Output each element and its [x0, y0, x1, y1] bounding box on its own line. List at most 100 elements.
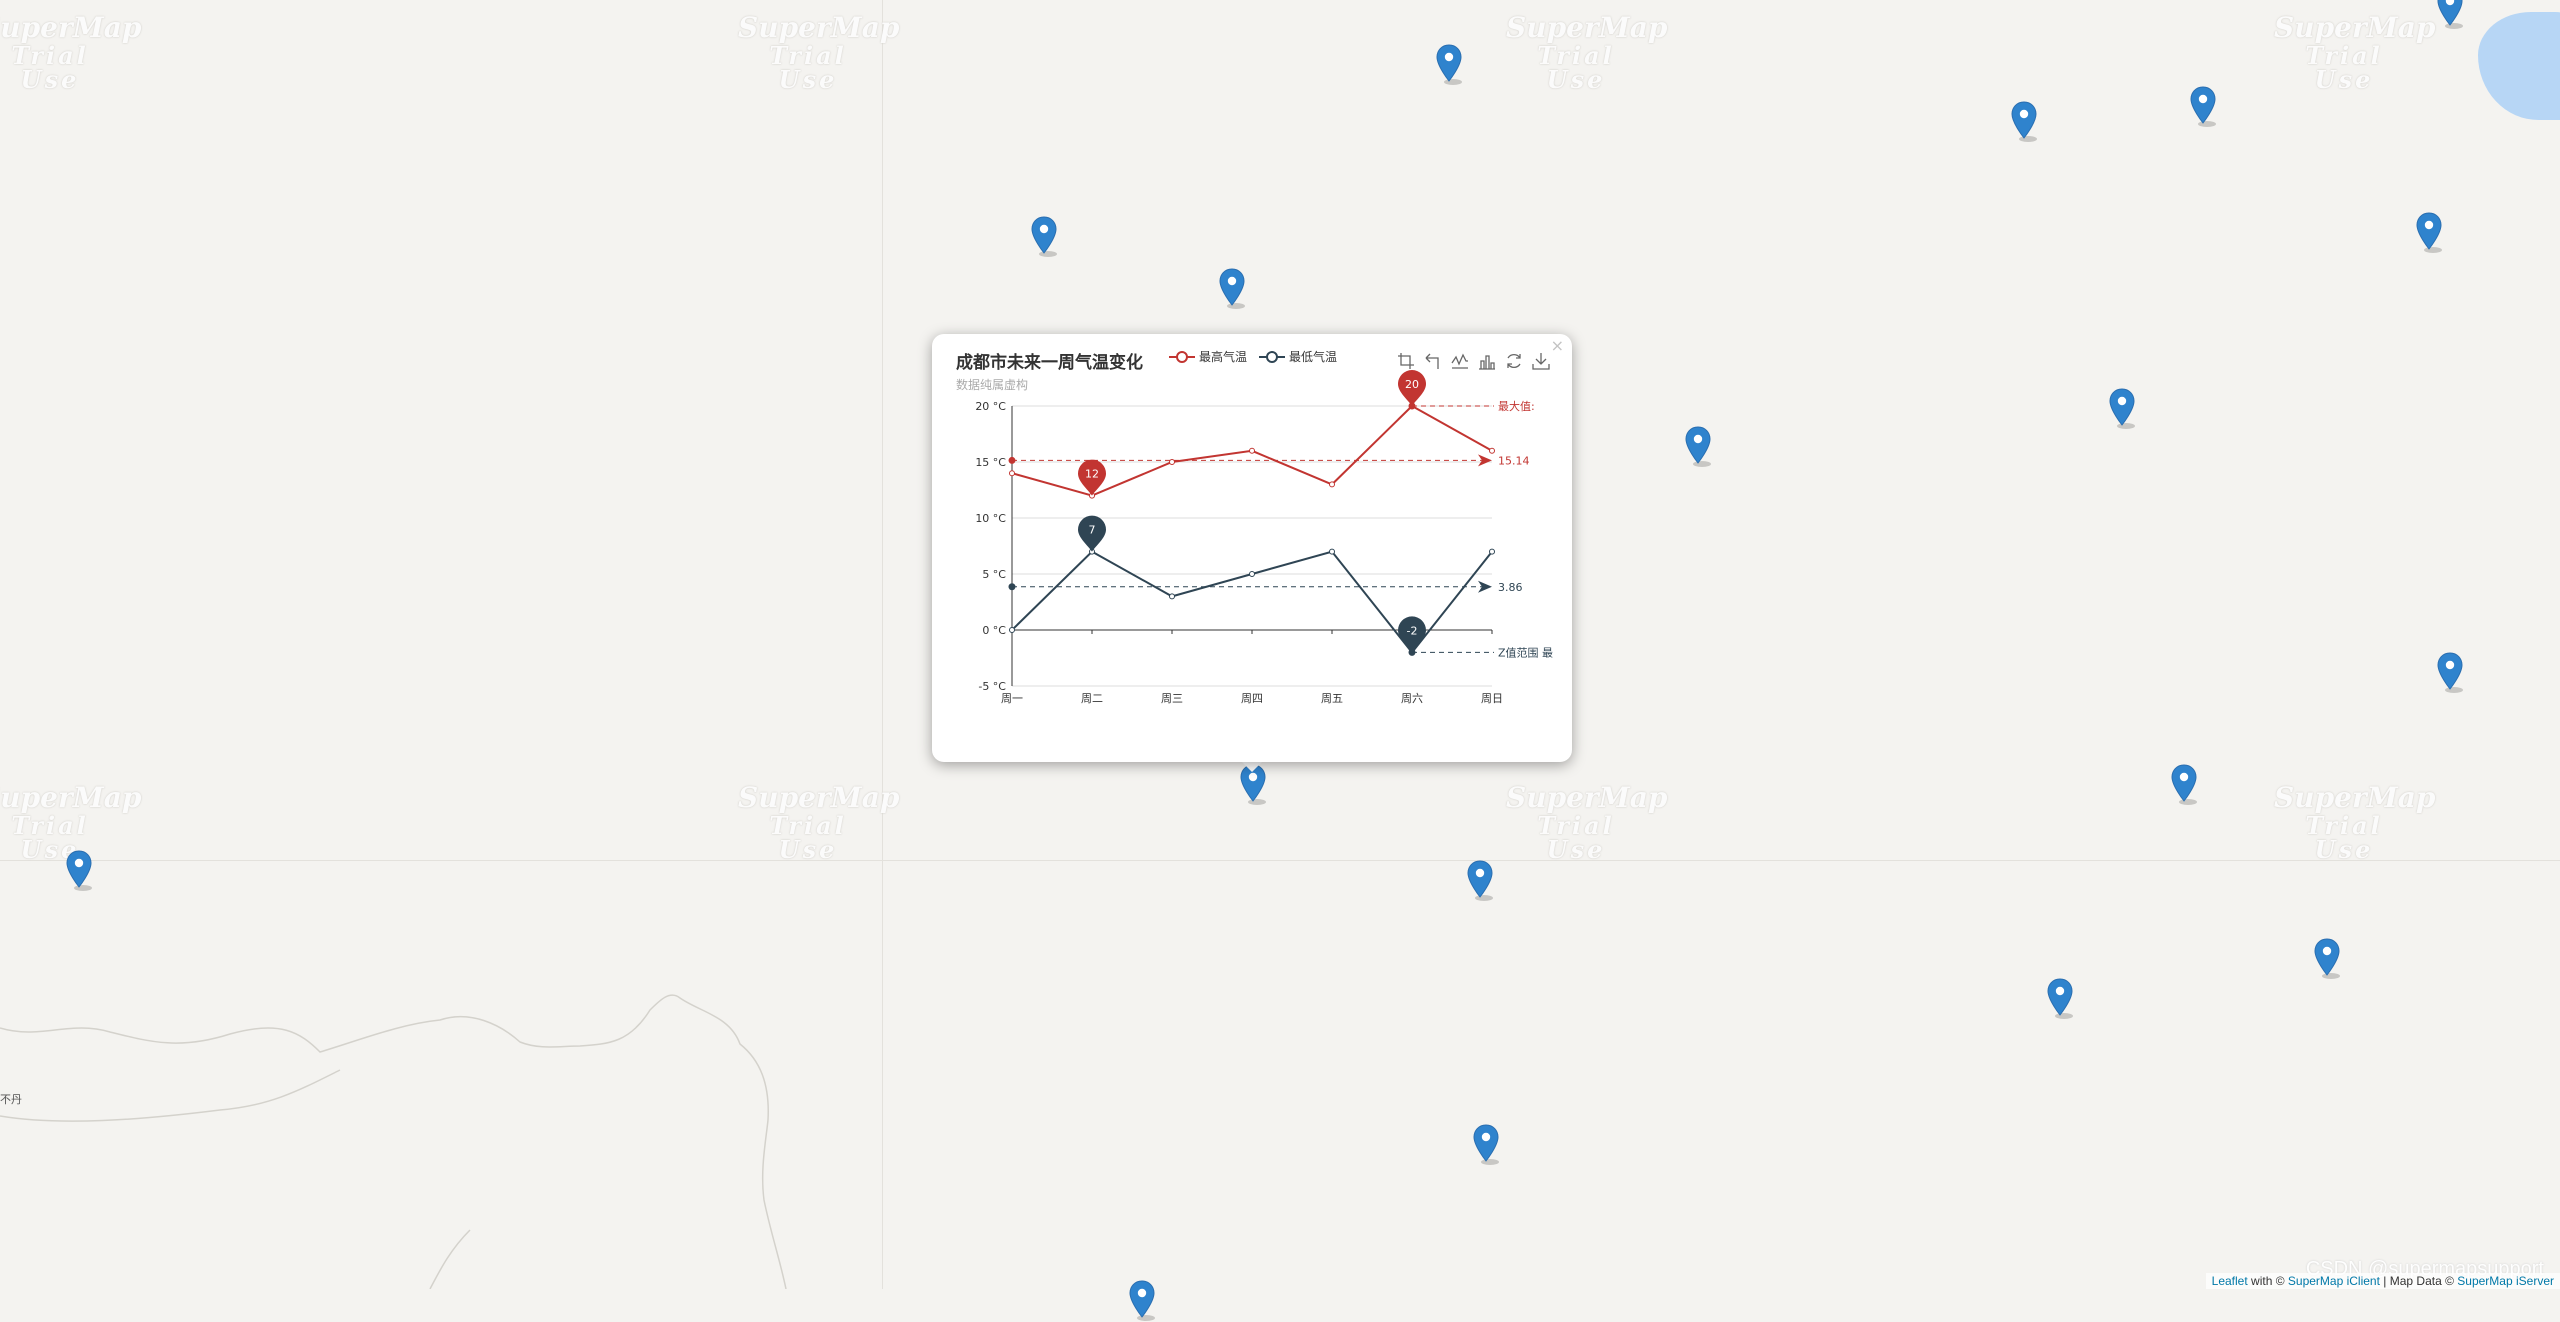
legend-item-max-temp[interactable]: 最高气温 [1169, 348, 1247, 365]
restore-icon[interactable] [1505, 352, 1523, 370]
bar-chart-icon[interactable] [1478, 352, 1496, 370]
lake-shape [2478, 12, 2560, 120]
data-point [1490, 549, 1495, 554]
map-pin-icon [65, 850, 93, 892]
chart-legend: 最高气温 最低气温 [1169, 348, 1337, 365]
map-pin-icon [1030, 216, 1058, 258]
chart-toolbox [1397, 352, 1550, 370]
legend-label: 最高气温 [1199, 348, 1247, 365]
map-marker[interactable] [1684, 426, 1712, 468]
data-point [1330, 549, 1335, 554]
map-pin-icon [1218, 268, 1246, 310]
map-marker[interactable] [1435, 44, 1463, 86]
average-mark-label: 3.86 [1498, 581, 1523, 594]
legend-line-icon [1169, 350, 1195, 364]
map-marker[interactable] [1218, 268, 1246, 310]
tile-seam-horizontal [0, 860, 2560, 861]
iclient-link[interactable]: SuperMap iClient [2288, 1274, 2380, 1288]
map-marker[interactable] [1128, 1280, 1156, 1322]
map-pin-icon [1684, 426, 1712, 468]
x-tick-label: 周三 [1161, 692, 1183, 705]
mark-point-label: 12 [1085, 468, 1099, 481]
data-point [1170, 594, 1175, 599]
legend-line-icon [1259, 350, 1285, 364]
map-pin-icon [1435, 44, 1463, 86]
map-marker[interactable] [1466, 860, 1494, 902]
data-point [1170, 460, 1175, 465]
map-pin-icon [2189, 86, 2217, 128]
average-mark-label: 15.14 [1498, 454, 1530, 467]
average-mark-start [1009, 457, 1016, 464]
legend-item-min-temp[interactable]: 最低气温 [1259, 348, 1337, 365]
map-pin-icon [2436, 652, 2464, 694]
map-marker[interactable] [2436, 652, 2464, 694]
chart-subtitle: 数据纯属虚构 [956, 376, 1028, 393]
map-pin-icon [1466, 860, 1494, 902]
map-marker[interactable] [65, 850, 93, 892]
save-image-icon[interactable] [1532, 352, 1550, 370]
map-attribution: Leaflet with © SuperMap iClient | Map Da… [2206, 1273, 2560, 1289]
chart-title: 成都市未来一周气温变化 [956, 348, 1143, 373]
line-chart-icon[interactable] [1451, 352, 1469, 370]
map-pin-icon [2170, 764, 2198, 806]
y-tick-label: 5 °C [982, 568, 1006, 581]
legend-label: 最低气温 [1289, 348, 1337, 365]
iserver-link[interactable]: SuperMap iServer [2457, 1274, 2554, 1288]
map-marker[interactable] [2010, 101, 2038, 143]
x-tick-label: 周五 [1321, 692, 1343, 705]
y-tick-label: 15 °C [975, 456, 1006, 469]
map-pin-icon [1128, 1280, 1156, 1322]
map-marker[interactable] [1030, 216, 1058, 258]
data-point [1010, 628, 1015, 633]
y-tick-label: 10 °C [975, 512, 1006, 525]
place-label: 不丹 [0, 1091, 22, 1107]
mark-point-label: -2 [1407, 624, 1418, 637]
map-pin-icon [1472, 1124, 1500, 1166]
map-marker[interactable] [2189, 86, 2217, 128]
map-pin-icon [2046, 978, 2074, 1020]
map-marker[interactable] [2415, 212, 2443, 254]
map-marker[interactable] [2313, 938, 2341, 980]
x-tick-label: 周日 [1481, 692, 1503, 705]
map-pin-icon [2415, 212, 2443, 254]
map-marker[interactable] [2046, 978, 2074, 1020]
leaflet-link[interactable]: Leaflet [2212, 1274, 2248, 1288]
data-point [1250, 572, 1255, 577]
data-point [1490, 448, 1495, 453]
attribution-text: | Map Data © [2383, 1274, 2454, 1288]
range-mark-label: Z值范围 最 [1498, 645, 1553, 659]
popup-close-button[interactable]: × [1551, 338, 1564, 354]
map-marker[interactable] [2170, 764, 2198, 806]
attribution-text: with © [2251, 1274, 2285, 1288]
data-point [1330, 482, 1335, 487]
average-mark-start [1009, 583, 1016, 590]
map-marker[interactable] [1472, 1124, 1500, 1166]
tile-seam-vertical [882, 0, 883, 1289]
data-point [1010, 471, 1015, 476]
country-border [0, 980, 800, 1289]
line-chart: -5 °C0 °C5 °C10 °C15 °C20 °C周一周二周三周四周五周六… [932, 334, 1572, 762]
y-tick-label: 0 °C [982, 624, 1006, 637]
zoom-reset-icon[interactable] [1424, 352, 1442, 370]
mark-point-label: 7 [1089, 524, 1096, 537]
max-mark-label: 最大值: [1498, 399, 1535, 413]
map-pin-icon [2010, 101, 2038, 143]
x-tick-label: 周二 [1081, 692, 1103, 705]
x-tick-label: 周四 [1241, 692, 1263, 705]
map-pin-icon [2313, 938, 2341, 980]
data-point [1250, 448, 1255, 453]
map-marker[interactable] [2108, 388, 2136, 430]
zoom-icon[interactable] [1397, 352, 1415, 370]
y-tick-label: 20 °C [975, 400, 1006, 413]
map-marker[interactable] [2436, 0, 2464, 30]
map-pin-icon [2436, 0, 2464, 30]
